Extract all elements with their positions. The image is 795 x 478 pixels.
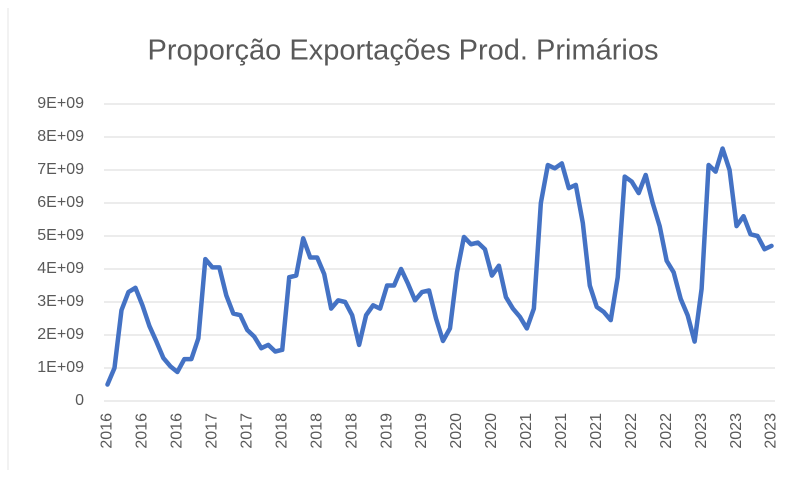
y-tick-label: 8E+09 [37, 128, 84, 145]
x-tick-label: 2021 [588, 413, 605, 449]
x-tick-label: 2023 [763, 413, 780, 449]
y-tick-label: 9E+09 [37, 95, 84, 112]
x-tick-label: 2020 [483, 413, 500, 449]
x-tick-label: 2019 [378, 413, 395, 449]
y-tick-label: 7E+09 [37, 161, 84, 178]
y-tick-label: 1E+09 [37, 359, 84, 376]
x-tick-label: 2018 [308, 413, 325, 449]
y-tick-label: 0 [75, 392, 84, 409]
x-tick-label: 2016 [169, 413, 186, 449]
y-tick-label: 4E+09 [37, 260, 84, 277]
x-tick-label: 2016 [134, 413, 151, 449]
x-tick-label: 2022 [623, 413, 640, 449]
x-tick-label: 2017 [239, 413, 256, 449]
x-tick-label: 2018 [273, 413, 290, 449]
chart-title: Proporção Exportações Prod. Primários [148, 35, 659, 67]
y-tick-label: 6E+09 [37, 194, 84, 211]
x-tick-label: 2018 [343, 413, 360, 449]
series-line [105, 146, 774, 387]
x-tick-label: 2023 [728, 413, 745, 449]
x-tick-label: 2023 [693, 413, 710, 449]
x-tick-label: 2021 [518, 413, 535, 449]
x-tick-label: 2022 [658, 413, 675, 449]
y-tick-label: 3E+09 [37, 293, 84, 310]
x-tick-label: 2021 [553, 413, 570, 449]
x-tick-label: 2017 [204, 413, 221, 449]
x-tick-label: 2016 [99, 413, 116, 449]
y-tick-label: 2E+09 [37, 326, 84, 343]
x-tick-label: 2020 [448, 413, 465, 449]
y-tick-label: 5E+09 [37, 227, 84, 244]
x-tick-label: 2019 [413, 413, 430, 449]
